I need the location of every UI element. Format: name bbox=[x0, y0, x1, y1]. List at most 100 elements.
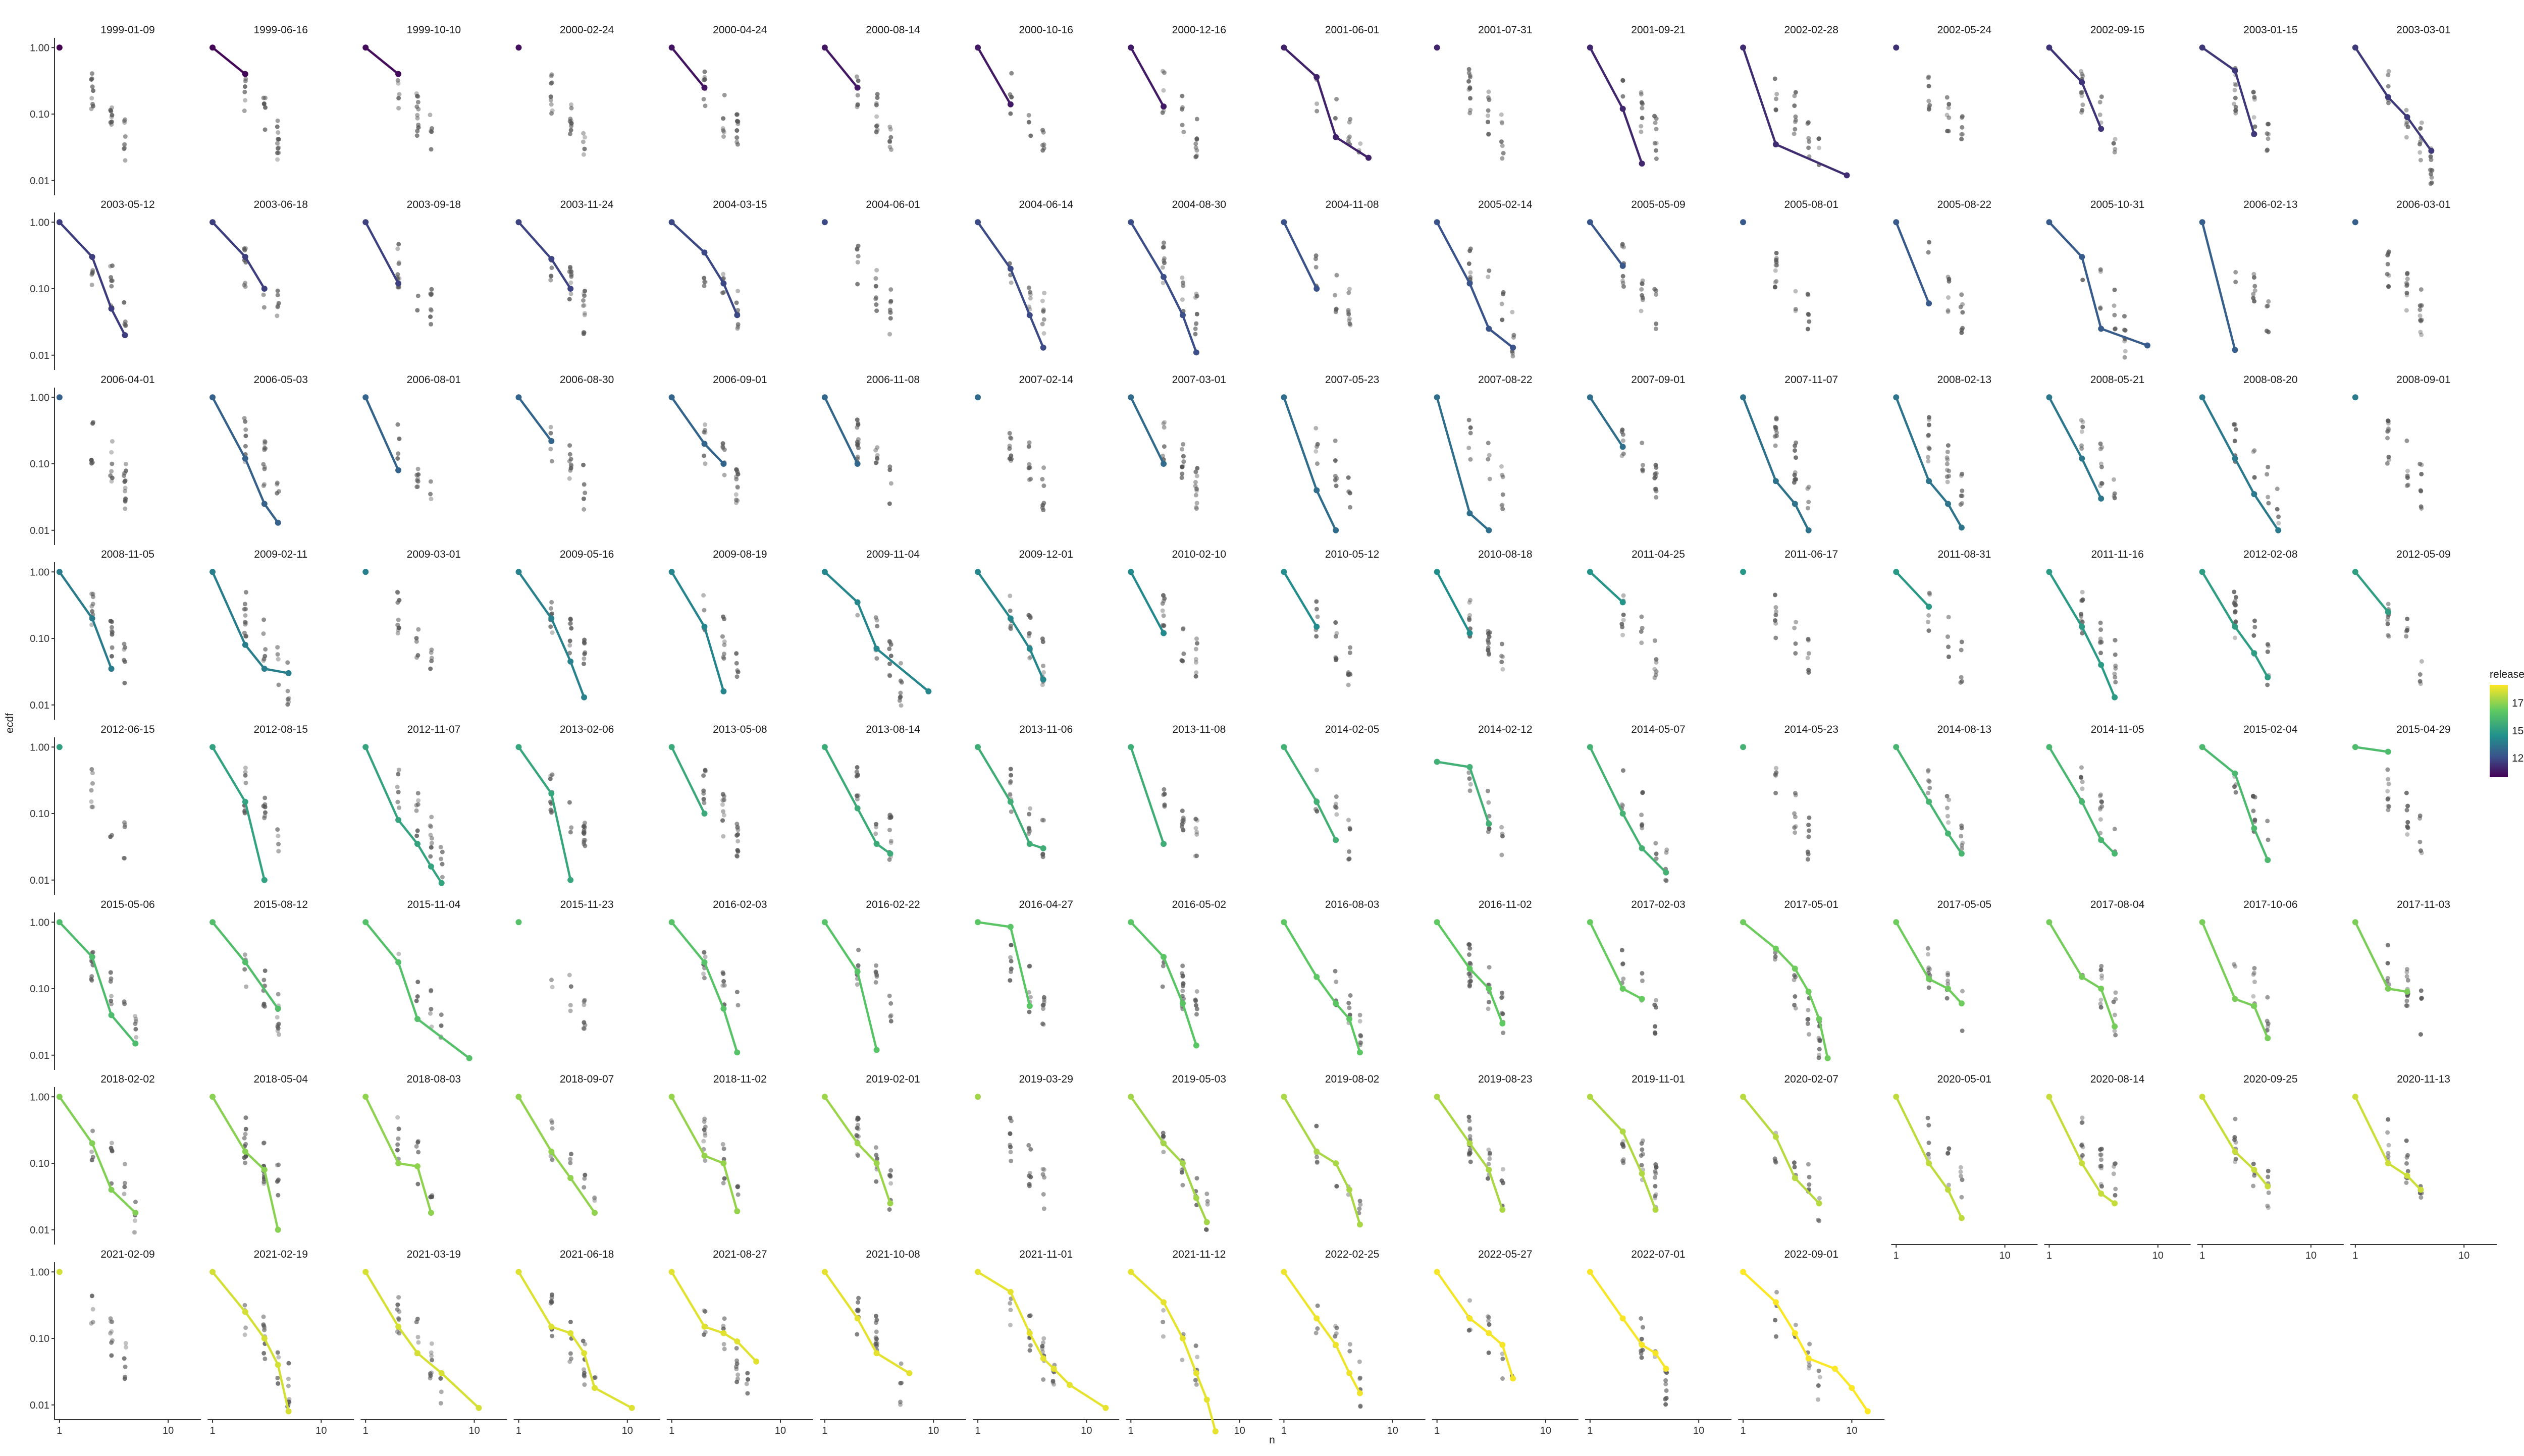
series-point bbox=[1067, 1382, 1073, 1388]
background-point bbox=[1008, 1301, 1013, 1306]
background-point bbox=[243, 98, 248, 103]
background-point bbox=[2111, 141, 2116, 146]
series-point bbox=[873, 841, 880, 847]
background-point bbox=[2405, 121, 2410, 126]
background-point bbox=[887, 661, 892, 666]
background-point bbox=[874, 101, 879, 106]
background-point bbox=[735, 1003, 741, 1008]
background-point bbox=[132, 1230, 137, 1235]
facet-panel: 2001-09-21 bbox=[1587, 24, 1686, 167]
background-point bbox=[2266, 649, 2271, 654]
background-point bbox=[2417, 461, 2423, 466]
background-point bbox=[1008, 792, 1013, 797]
facet-title: 2019-05-03 bbox=[1172, 1073, 1226, 1085]
background-point bbox=[1944, 996, 1950, 1001]
background-point bbox=[2080, 278, 2085, 283]
facet-title: 2013-02-06 bbox=[560, 724, 614, 735]
background-point bbox=[1027, 304, 1032, 309]
background-point bbox=[1314, 101, 1320, 106]
background-point bbox=[548, 94, 553, 99]
background-point bbox=[1162, 425, 1167, 430]
series-point bbox=[2232, 347, 2238, 353]
background-point bbox=[567, 131, 572, 136]
background-point bbox=[721, 1146, 726, 1151]
background-point bbox=[1773, 107, 1778, 112]
background-point bbox=[856, 963, 861, 968]
background-point bbox=[1773, 268, 1778, 273]
series-point bbox=[1944, 830, 1951, 837]
facet-panel: 2007-05-23 bbox=[1281, 374, 1379, 533]
background-point bbox=[856, 1300, 861, 1305]
background-point bbox=[1500, 1376, 1505, 1381]
background-point bbox=[856, 421, 861, 426]
background-point bbox=[1161, 963, 1166, 968]
series-point bbox=[1805, 1355, 1812, 1362]
background-point bbox=[122, 1356, 127, 1361]
background-point bbox=[702, 1116, 707, 1121]
background-point bbox=[1806, 823, 1811, 828]
series-point bbox=[395, 467, 402, 473]
background-point bbox=[1621, 451, 1626, 456]
background-point bbox=[1180, 464, 1185, 469]
series-point bbox=[2265, 1183, 2271, 1190]
series-line bbox=[517, 1096, 596, 1214]
background-point bbox=[855, 417, 860, 422]
background-point bbox=[429, 147, 434, 152]
series-line bbox=[977, 921, 1031, 1006]
series-point bbox=[1356, 1049, 1363, 1056]
x-tick-label: 1 bbox=[2199, 1250, 2205, 1261]
background-point bbox=[2404, 1138, 2409, 1143]
background-point bbox=[2122, 339, 2127, 344]
background-point bbox=[2098, 1181, 2104, 1187]
background-point bbox=[2405, 1003, 2410, 1008]
background-point bbox=[592, 1198, 597, 1203]
series-line bbox=[1742, 921, 1829, 1059]
background-point bbox=[122, 855, 127, 860]
series-point bbox=[515, 1094, 522, 1100]
series-line bbox=[364, 397, 400, 471]
background-point bbox=[2080, 107, 2085, 113]
series-line bbox=[670, 1271, 757, 1363]
background-point bbox=[735, 825, 740, 830]
facet-title: 2013-11-08 bbox=[1172, 724, 1226, 735]
background-point bbox=[122, 142, 127, 147]
background-point bbox=[1041, 317, 1046, 322]
series-point bbox=[1026, 312, 1033, 318]
background-point bbox=[1181, 283, 1186, 288]
background-point bbox=[123, 117, 128, 122]
background-point bbox=[1653, 1162, 1658, 1167]
background-point bbox=[1664, 1388, 1669, 1393]
series-point bbox=[1026, 1003, 1033, 1009]
background-point bbox=[735, 322, 741, 327]
background-point bbox=[122, 641, 127, 646]
background-point bbox=[2419, 471, 2424, 476]
background-point bbox=[1500, 156, 1505, 161]
background-point bbox=[1926, 967, 1931, 973]
x-tick-label: 1 bbox=[1587, 1425, 1593, 1436]
background-point bbox=[2405, 125, 2410, 130]
background-point bbox=[1466, 1328, 1471, 1333]
background-point bbox=[1009, 969, 1014, 974]
series-point bbox=[1313, 1315, 1320, 1322]
background-point bbox=[1194, 1012, 1199, 1017]
background-point bbox=[1926, 778, 1931, 783]
background-point bbox=[1500, 834, 1505, 839]
facet-panel: 2022-07-011 10 bbox=[1585, 1249, 1731, 1436]
background-point bbox=[133, 1016, 138, 1021]
background-point bbox=[123, 506, 128, 511]
background-point bbox=[582, 1020, 587, 1025]
background-point bbox=[1180, 471, 1185, 476]
background-point bbox=[1806, 1007, 1811, 1012]
background-point bbox=[887, 310, 892, 315]
background-point bbox=[568, 1160, 573, 1165]
series-point bbox=[854, 84, 861, 91]
background-point bbox=[1654, 1192, 1659, 1197]
background-point bbox=[429, 647, 434, 652]
background-point bbox=[2111, 1171, 2116, 1176]
background-point bbox=[874, 1317, 879, 1322]
background-point bbox=[2418, 287, 2424, 292]
background-point bbox=[276, 833, 281, 838]
background-point bbox=[1654, 116, 1659, 121]
facet-title: 2005-08-01 bbox=[1784, 199, 1838, 210]
facet-title: 2001-07-31 bbox=[1478, 24, 1532, 36]
